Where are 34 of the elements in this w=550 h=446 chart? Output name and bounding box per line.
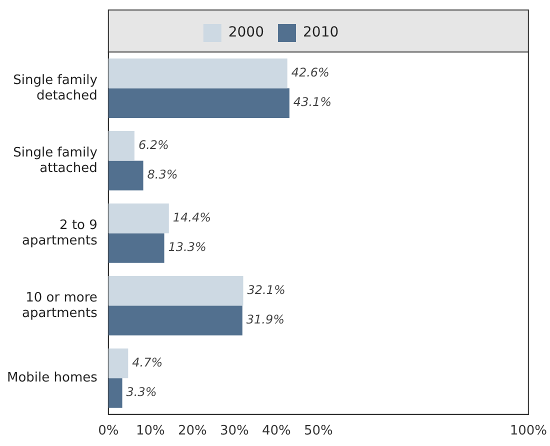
x-tick-label: 40% bbox=[262, 424, 291, 439]
y-tick-label: 2 to 9 apartments bbox=[22, 218, 98, 248]
y-tick-label: Single family attached bbox=[13, 145, 98, 176]
data-label: 14.4% bbox=[172, 210, 212, 224]
data-label: 31.9% bbox=[246, 312, 285, 327]
data-label: 3.3% bbox=[126, 385, 157, 400]
data-label: 32.1% bbox=[247, 282, 286, 297]
data-label: 6.2% bbox=[138, 138, 169, 152]
x-tick-label: 50% bbox=[304, 424, 333, 439]
y-tick-label: Single family detached bbox=[13, 72, 98, 104]
x-tick-label: 30% bbox=[220, 424, 249, 439]
bar bbox=[108, 348, 128, 378]
bar bbox=[108, 58, 288, 88]
bar bbox=[108, 306, 242, 336]
bar bbox=[108, 233, 164, 263]
bar bbox=[108, 160, 144, 190]
data-label: 8.3% bbox=[147, 168, 178, 182]
legend-label: 2010 bbox=[303, 24, 339, 41]
bar bbox=[108, 203, 169, 234]
y-tick-label: 10 or more apartments bbox=[22, 290, 98, 321]
legend-label: 2000 bbox=[228, 24, 264, 41]
x-tick-label: 10% bbox=[136, 424, 165, 439]
data-label: 13.3% bbox=[168, 240, 206, 254]
bar bbox=[108, 131, 134, 161]
bar bbox=[108, 378, 122, 408]
data-label: 4.7% bbox=[132, 355, 163, 370]
data-label: 42.6% bbox=[291, 66, 330, 80]
x-tick-label: 20% bbox=[178, 424, 207, 439]
x-tick-label: 100% bbox=[510, 424, 548, 439]
y-tick-label: Mobile homes bbox=[6, 370, 98, 386]
x-tick-label: 0% bbox=[98, 424, 119, 439]
bar bbox=[108, 88, 290, 118]
data-label: 43.1% bbox=[293, 95, 332, 110]
bar bbox=[108, 276, 244, 306]
